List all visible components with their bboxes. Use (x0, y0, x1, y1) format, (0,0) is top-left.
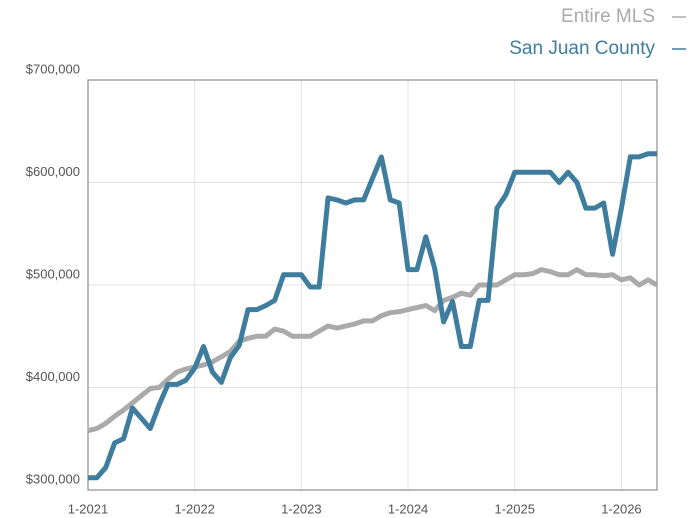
x-tick-label: 1-2024 (388, 501, 428, 516)
x-tick-label: 1-2023 (281, 501, 321, 516)
y-tick-label: $700,000 (26, 61, 80, 76)
y-tick-label: $400,000 (26, 369, 80, 384)
y-tick-label: $600,000 (26, 164, 80, 179)
y-tick-label: $500,000 (26, 266, 80, 281)
series-line (87, 267, 659, 433)
series-line (88, 151, 657, 481)
x-tick-label: 1-2026 (601, 501, 641, 516)
x-tick-label: 1-2021 (68, 501, 108, 516)
y-tick-label: $300,000 (26, 471, 80, 486)
x-tick-label: 1-2022 (174, 501, 214, 516)
legend-label: Entire MLS (561, 6, 655, 27)
x-tick-label: 1-2025 (495, 501, 535, 516)
legend-label: San Juan County (509, 38, 655, 59)
